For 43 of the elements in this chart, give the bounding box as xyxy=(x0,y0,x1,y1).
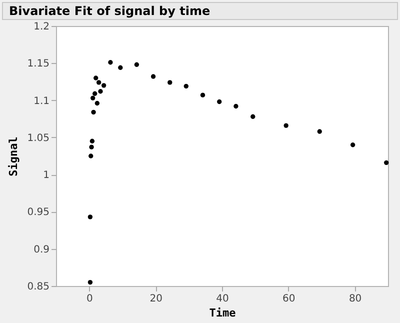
point xyxy=(217,99,222,104)
point xyxy=(91,110,96,115)
point xyxy=(234,104,238,109)
point xyxy=(134,62,140,67)
y-tick-label: 1 xyxy=(43,170,50,182)
point xyxy=(108,60,113,65)
point xyxy=(93,76,98,80)
point xyxy=(90,96,96,100)
x-axis-title: Time xyxy=(209,306,236,320)
point xyxy=(168,80,172,85)
y-tick-label: 0.95 xyxy=(27,207,50,218)
point xyxy=(350,142,356,148)
x-tick-label: 60 xyxy=(282,294,296,304)
x-tick-label: 40 xyxy=(216,294,229,304)
point xyxy=(94,100,100,106)
y-tick-label: 0.9 xyxy=(34,244,50,256)
point xyxy=(317,129,322,134)
point xyxy=(101,83,106,88)
y-tick-label: 0.85 xyxy=(27,282,50,292)
point xyxy=(90,138,95,144)
point xyxy=(98,89,103,94)
point xyxy=(88,154,94,158)
x-tick-label: 80 xyxy=(348,294,362,304)
point xyxy=(118,65,123,70)
y-tick-label: 1.1 xyxy=(34,96,50,107)
point xyxy=(150,74,156,79)
x-tick-label: 0 xyxy=(86,294,93,304)
chart-title: Bivariate Fit of signal by time xyxy=(2,2,398,20)
point xyxy=(384,160,389,166)
point xyxy=(92,91,98,96)
y-tick-label: 1.05 xyxy=(27,132,50,144)
y-axis-title: Signal xyxy=(7,136,20,176)
point xyxy=(88,280,93,285)
point xyxy=(184,84,188,89)
y-tick-label: 1.15 xyxy=(27,58,50,70)
point xyxy=(250,114,256,119)
x-tick-label: 20 xyxy=(150,294,162,304)
point xyxy=(89,144,94,150)
point xyxy=(284,123,288,128)
point xyxy=(88,214,93,220)
point xyxy=(96,80,102,85)
y-tick-label: 1.2 xyxy=(34,22,50,32)
point xyxy=(200,92,206,98)
